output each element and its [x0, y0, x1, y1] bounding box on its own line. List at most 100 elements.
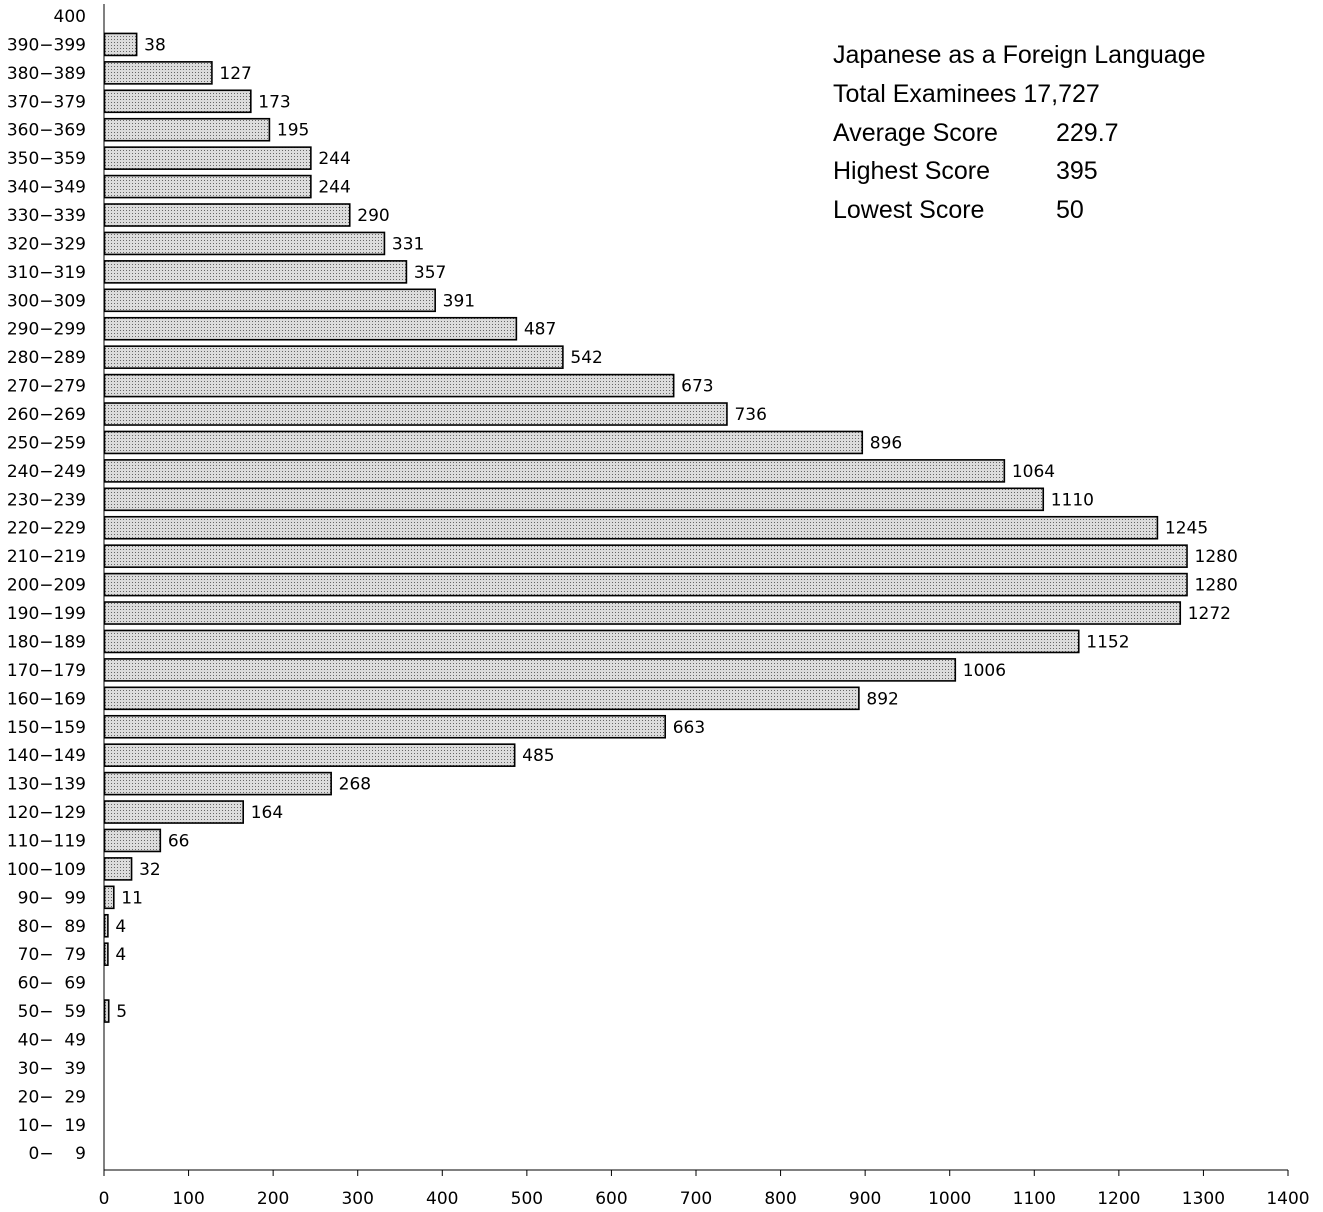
data-label: 290 [357, 206, 389, 226]
bar [103, 658, 957, 682]
x-tick-label: 600 [595, 1189, 627, 1209]
data-label: 164 [251, 803, 283, 823]
x-tick-label: 700 [680, 1189, 712, 1209]
x-tick-label: 1400 [1266, 1189, 1309, 1209]
bar [103, 544, 1188, 568]
category-label: 280−289 [7, 348, 86, 368]
x-tick-label: 500 [511, 1189, 543, 1209]
category-label: 400 [54, 7, 86, 27]
bar [103, 32, 138, 57]
data-label: 673 [681, 377, 713, 397]
data-label: 663 [673, 718, 705, 738]
bar [103, 515, 1159, 540]
data-label: 11 [121, 888, 143, 908]
data-label: 331 [392, 234, 424, 254]
info-highest-label: Highest Score [833, 157, 990, 185]
data-label: 66 [168, 831, 190, 851]
category-label: 10− 19 [18, 1116, 86, 1136]
category-label: 70− 79 [18, 945, 86, 965]
data-label: 4 [115, 917, 126, 937]
category-label: 130−139 [7, 775, 86, 795]
category-label: 100−109 [7, 860, 86, 880]
bar [103, 146, 312, 170]
bar [103, 203, 351, 227]
category-label: 40− 49 [18, 1030, 86, 1050]
bar [103, 61, 213, 85]
data-label: 4 [115, 945, 126, 965]
category-label: 220−229 [7, 519, 86, 539]
bar [103, 316, 518, 341]
x-tick-label: 300 [341, 1189, 373, 1209]
bar [103, 572, 1188, 597]
bar [103, 771, 332, 796]
info-box: Japanese as a Foreign Language Total Exa… [833, 41, 1206, 224]
x-tick-label: 400 [426, 1189, 458, 1209]
bar [103, 743, 516, 767]
bar [103, 800, 244, 824]
bar [103, 288, 436, 313]
x-tick-label: 1300 [1182, 1189, 1225, 1209]
bar [103, 459, 1006, 483]
data-label: 1064 [1012, 462, 1055, 482]
category-label: 180−189 [7, 632, 86, 652]
bar [103, 629, 1080, 654]
category-label: 300−309 [7, 291, 86, 311]
category-label: 110−119 [7, 831, 86, 851]
data-label: 892 [866, 689, 898, 709]
category-label: 200−209 [7, 576, 86, 596]
info-average-value: 229.7 [1056, 119, 1119, 147]
category-label: 380−389 [7, 64, 86, 84]
bars [103, 32, 1188, 1023]
info-lowest-label: Lowest Score [833, 196, 984, 224]
category-label: 320−329 [7, 234, 86, 254]
category-label: 120−129 [7, 803, 86, 823]
category-label: 340−349 [7, 178, 86, 198]
category-label: 30− 39 [18, 1059, 86, 1079]
data-label: 487 [524, 320, 556, 340]
bar [103, 89, 252, 114]
category-label: 60− 69 [18, 974, 86, 994]
category-label: 290−299 [7, 320, 86, 340]
data-label: 542 [570, 348, 602, 368]
category-label: 250−259 [7, 433, 86, 453]
data-label: 268 [339, 775, 371, 795]
info-lowest-value: 50 [1056, 196, 1084, 224]
category-label: 390−399 [7, 35, 86, 55]
bar [103, 430, 864, 455]
info-average-label: Average Score [833, 119, 998, 147]
bar [103, 601, 1182, 625]
bar [103, 686, 860, 711]
bar [103, 913, 109, 938]
data-label: 195 [277, 121, 309, 141]
bar [103, 828, 162, 853]
category-label: 350−359 [7, 149, 86, 169]
x-tick-label: 0 [99, 1189, 110, 1209]
x-tick-label: 1000 [928, 1189, 971, 1209]
bar [103, 885, 115, 910]
info-highest-value: 395 [1056, 157, 1098, 185]
bar [103, 345, 564, 369]
category-label: 140−149 [7, 746, 86, 766]
category-label: 0− 9 [29, 1144, 87, 1164]
data-label: 5 [116, 1002, 127, 1022]
category-label: 90− 99 [18, 888, 86, 908]
category-label: 50− 59 [18, 1002, 86, 1022]
category-label: 330−339 [7, 206, 86, 226]
info-total: Total Examinees 17,727 [833, 80, 1100, 108]
x-tick-label: 800 [764, 1189, 796, 1209]
data-label: 1152 [1086, 632, 1129, 652]
category-label: 190−199 [7, 604, 86, 624]
category-labels: 400 390−399 380−389 370−379 360−369 350−359 34… [7, 7, 86, 1164]
data-label: 1272 [1188, 604, 1231, 624]
category-label: 270−279 [7, 377, 86, 397]
category-label: 240−249 [7, 462, 86, 482]
bar [103, 117, 271, 142]
bar [103, 942, 109, 966]
category-label: 370−379 [7, 92, 86, 112]
data-label: 173 [258, 92, 290, 112]
data-label: 244 [318, 149, 350, 169]
data-label: 1006 [963, 661, 1006, 681]
data-label: 1245 [1165, 519, 1208, 539]
bar [103, 373, 675, 398]
